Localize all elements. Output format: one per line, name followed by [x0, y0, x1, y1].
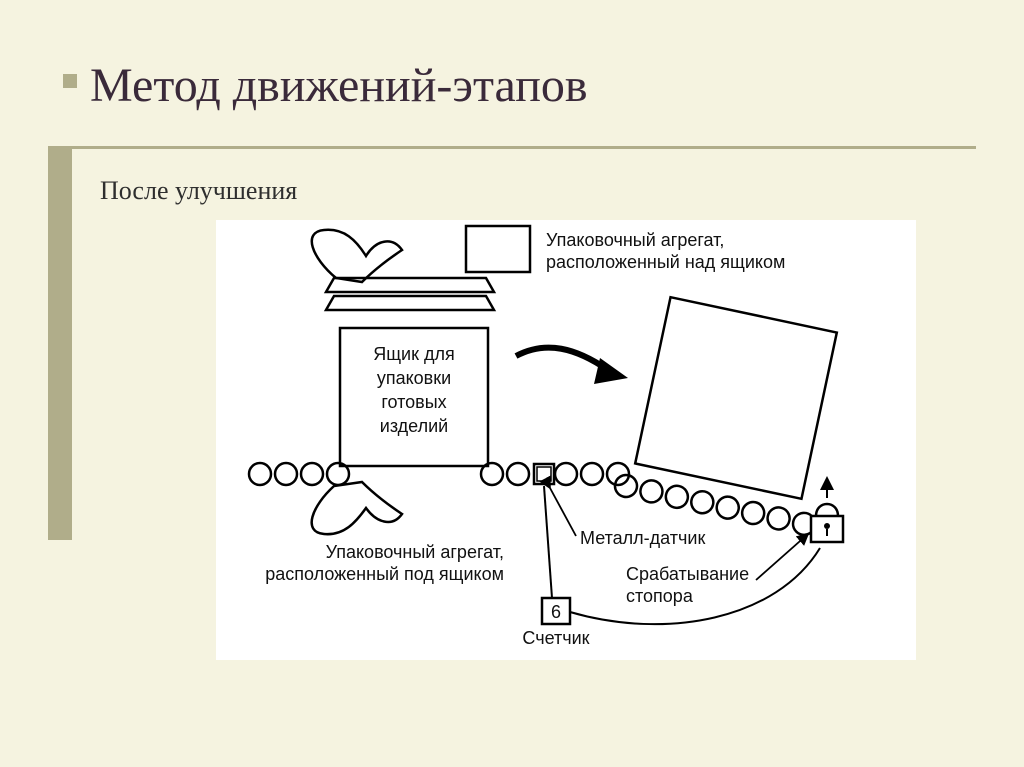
top-packer-box — [466, 226, 530, 272]
diagram-svg: Упаковочный агрегат, расположенный над я… — [216, 220, 916, 660]
wire-counter-lock — [570, 548, 820, 624]
slide: Метод движений-этапов После улучшения Уп — [0, 0, 1024, 767]
wire-sensor-counter — [544, 486, 552, 598]
side-accent-bar — [48, 148, 72, 540]
label-metal-sensor: Металл-датчик — [580, 528, 705, 548]
main-box-l2: упаковки — [377, 368, 451, 388]
main-box-l3: готовых — [381, 392, 446, 412]
mitt-top — [312, 230, 402, 282]
label-packer-under-2: расположенный под ящиком — [265, 564, 504, 584]
label-packer-over-2: расположенный над ящиком — [546, 252, 785, 272]
main-box-l1: Ящик для — [373, 344, 455, 364]
slide-subtitle: После улучшения — [100, 176, 297, 206]
tilted-box — [635, 297, 837, 499]
counter-value: 6 — [551, 602, 561, 622]
stopper-lock — [811, 504, 843, 542]
main-box-l4: изделий — [380, 416, 448, 436]
horizontal-rule — [48, 146, 976, 149]
counter-label: Счетчик — [522, 628, 589, 648]
top-press-right — [326, 296, 494, 310]
slide-title: Метод движений-этапов — [90, 58, 588, 113]
label-packer-over-1: Упаковочный агрегат, — [546, 230, 724, 250]
title-bullet — [63, 74, 77, 88]
label-stopper-1: Срабатывание — [626, 564, 749, 584]
label-stopper-2: стопора — [626, 586, 694, 606]
label-packer-under-1: Упаковочный агрегат, — [326, 542, 504, 562]
mitt-bottom — [312, 482, 402, 534]
leader-metal-sensor — [550, 488, 576, 536]
conveyor-left — [249, 463, 349, 485]
diagram-area: Упаковочный агрегат, расположенный над я… — [216, 220, 916, 660]
transfer-arrow — [516, 348, 628, 384]
